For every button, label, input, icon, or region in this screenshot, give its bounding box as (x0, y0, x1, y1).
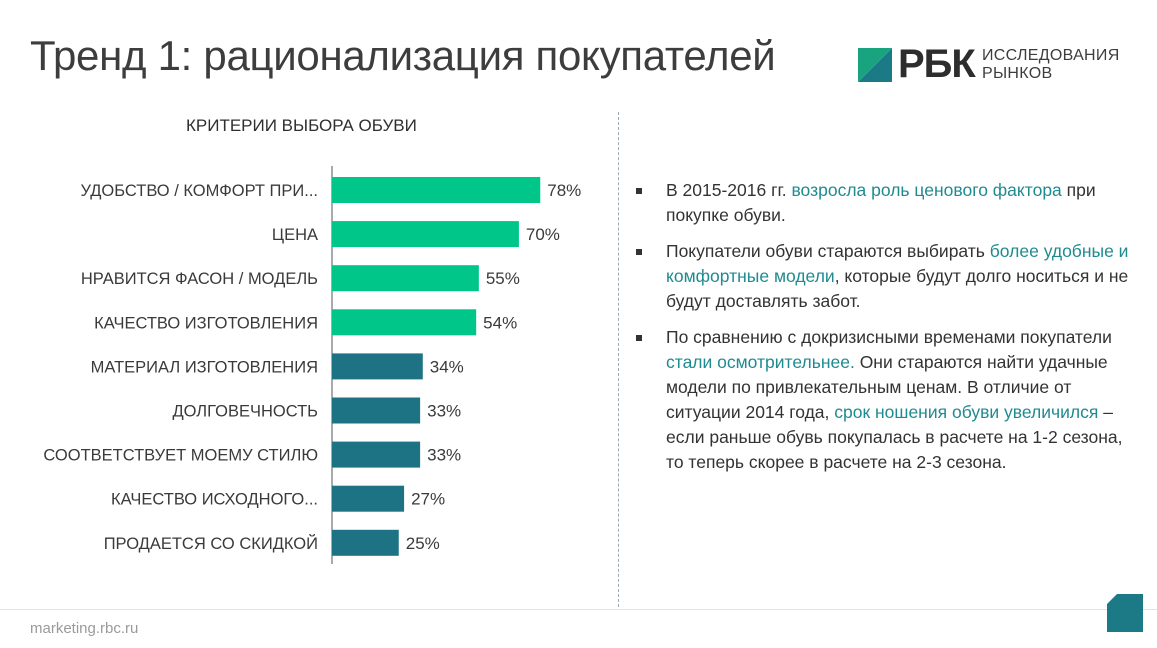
bar (332, 221, 519, 248)
footer-rule (0, 609, 1157, 610)
page-corner-icon (1107, 594, 1143, 632)
highlighted-text: более удобные и комфортные модели (666, 241, 1129, 286)
column-divider (618, 112, 619, 607)
value-label: 54% (483, 313, 517, 332)
category-label: НРАВИТСЯ ФАСОН / МОДЕЛЬ (81, 270, 318, 288)
bullet-text: при покупке обуви. (666, 180, 1096, 225)
highlighted-text: возросла роль ценового фактора (791, 180, 1062, 200)
category-label: КАЧЕСТВО ИСХОДНОГО... (111, 491, 318, 509)
category-label: ПРОДАЕТСЯ СО СКИДКОЙ (104, 534, 318, 553)
bullet-square-icon (636, 188, 642, 194)
bar (332, 265, 479, 292)
bar (332, 441, 421, 468)
bar (332, 353, 423, 380)
category-label: МАТЕРИАЛ ИЗГОТОВЛЕНИЯ (91, 358, 318, 376)
bullet-item: По сравнению с докризисными временами по… (634, 325, 1134, 475)
bullet-item: В 2015-2016 гг. возросла роль ценового ф… (634, 178, 1134, 228)
bullet-text: – если раньше обувь покупалась в расчете… (666, 402, 1123, 472)
highlighted-text: срок ношения обуви увеличился (834, 402, 1099, 422)
bullet-text: По сравнению с докризисными временами по… (666, 327, 1112, 347)
value-label: 55% (486, 269, 520, 288)
value-label: 33% (427, 402, 461, 421)
bullet-item: Покупатели обуви стараются выбирать боле… (634, 239, 1134, 314)
bar (332, 529, 399, 556)
bar (332, 309, 477, 336)
bar (332, 485, 405, 512)
value-label: 25% (406, 534, 440, 553)
bullet-text: , которые будут долго носиться и не буду… (666, 266, 1129, 311)
category-label: КАЧЕСТВО ИЗГОТОВЛЕНИЯ (94, 314, 318, 332)
logo-subtitle: ИССЛЕДОВАНИЯ РЫНКОВ (982, 47, 1120, 83)
logo-name: РБК (898, 42, 976, 86)
bullet-text: Они стараются найти удачные модели по пр… (666, 352, 1108, 422)
category-label: ЦЕНА (272, 226, 318, 244)
footer-url: marketing.rbc.ru (30, 620, 139, 637)
value-label: 78% (547, 181, 581, 200)
value-label: 33% (427, 446, 461, 465)
rbc-logo: РБК ИССЛЕДОВАНИЯ РЫНКОВ (858, 42, 1128, 92)
highlighted-text: стали осмотрительнее. (666, 352, 855, 372)
value-label: 34% (430, 357, 464, 376)
bar (332, 397, 421, 424)
value-label: 27% (411, 490, 445, 509)
category-label: ДОЛГОВЕЧНОСТЬ (172, 403, 318, 421)
bar-chart: УДОБСТВО / КОМФОРТ ПРИ... 78% ЦЕНА 70% НРАВИ… (43, 166, 581, 564)
page-title: Тренд 1: рационализация покупателей (30, 32, 776, 79)
bullet-square-icon (636, 249, 642, 255)
bullet-text: В 2015-2016 гг. (666, 180, 792, 200)
bullet-text: Покупатели обуви стараются выбирать (666, 241, 990, 261)
bullet-square-icon (636, 335, 642, 341)
logo-subtitle-line-2: РЫНКОВ (982, 65, 1053, 82)
bar (332, 177, 541, 203)
rbc-logo-icon (858, 48, 892, 82)
logo-subtitle-line-1: ИССЛЕДОВАНИЯ (982, 47, 1120, 64)
bullet-list: В 2015-2016 гг. возросла роль ценового ф… (634, 178, 1134, 486)
chart-title: КРИТЕРИИ ВЫБОРА ОБУВИ (186, 116, 417, 135)
category-label: УДОБСТВО / КОМФОРТ ПРИ... (81, 182, 319, 200)
category-label: СООТВЕТСТВУЕТ МОЕМУ СТИЛЮ (43, 447, 318, 465)
value-label: 70% (526, 225, 560, 244)
